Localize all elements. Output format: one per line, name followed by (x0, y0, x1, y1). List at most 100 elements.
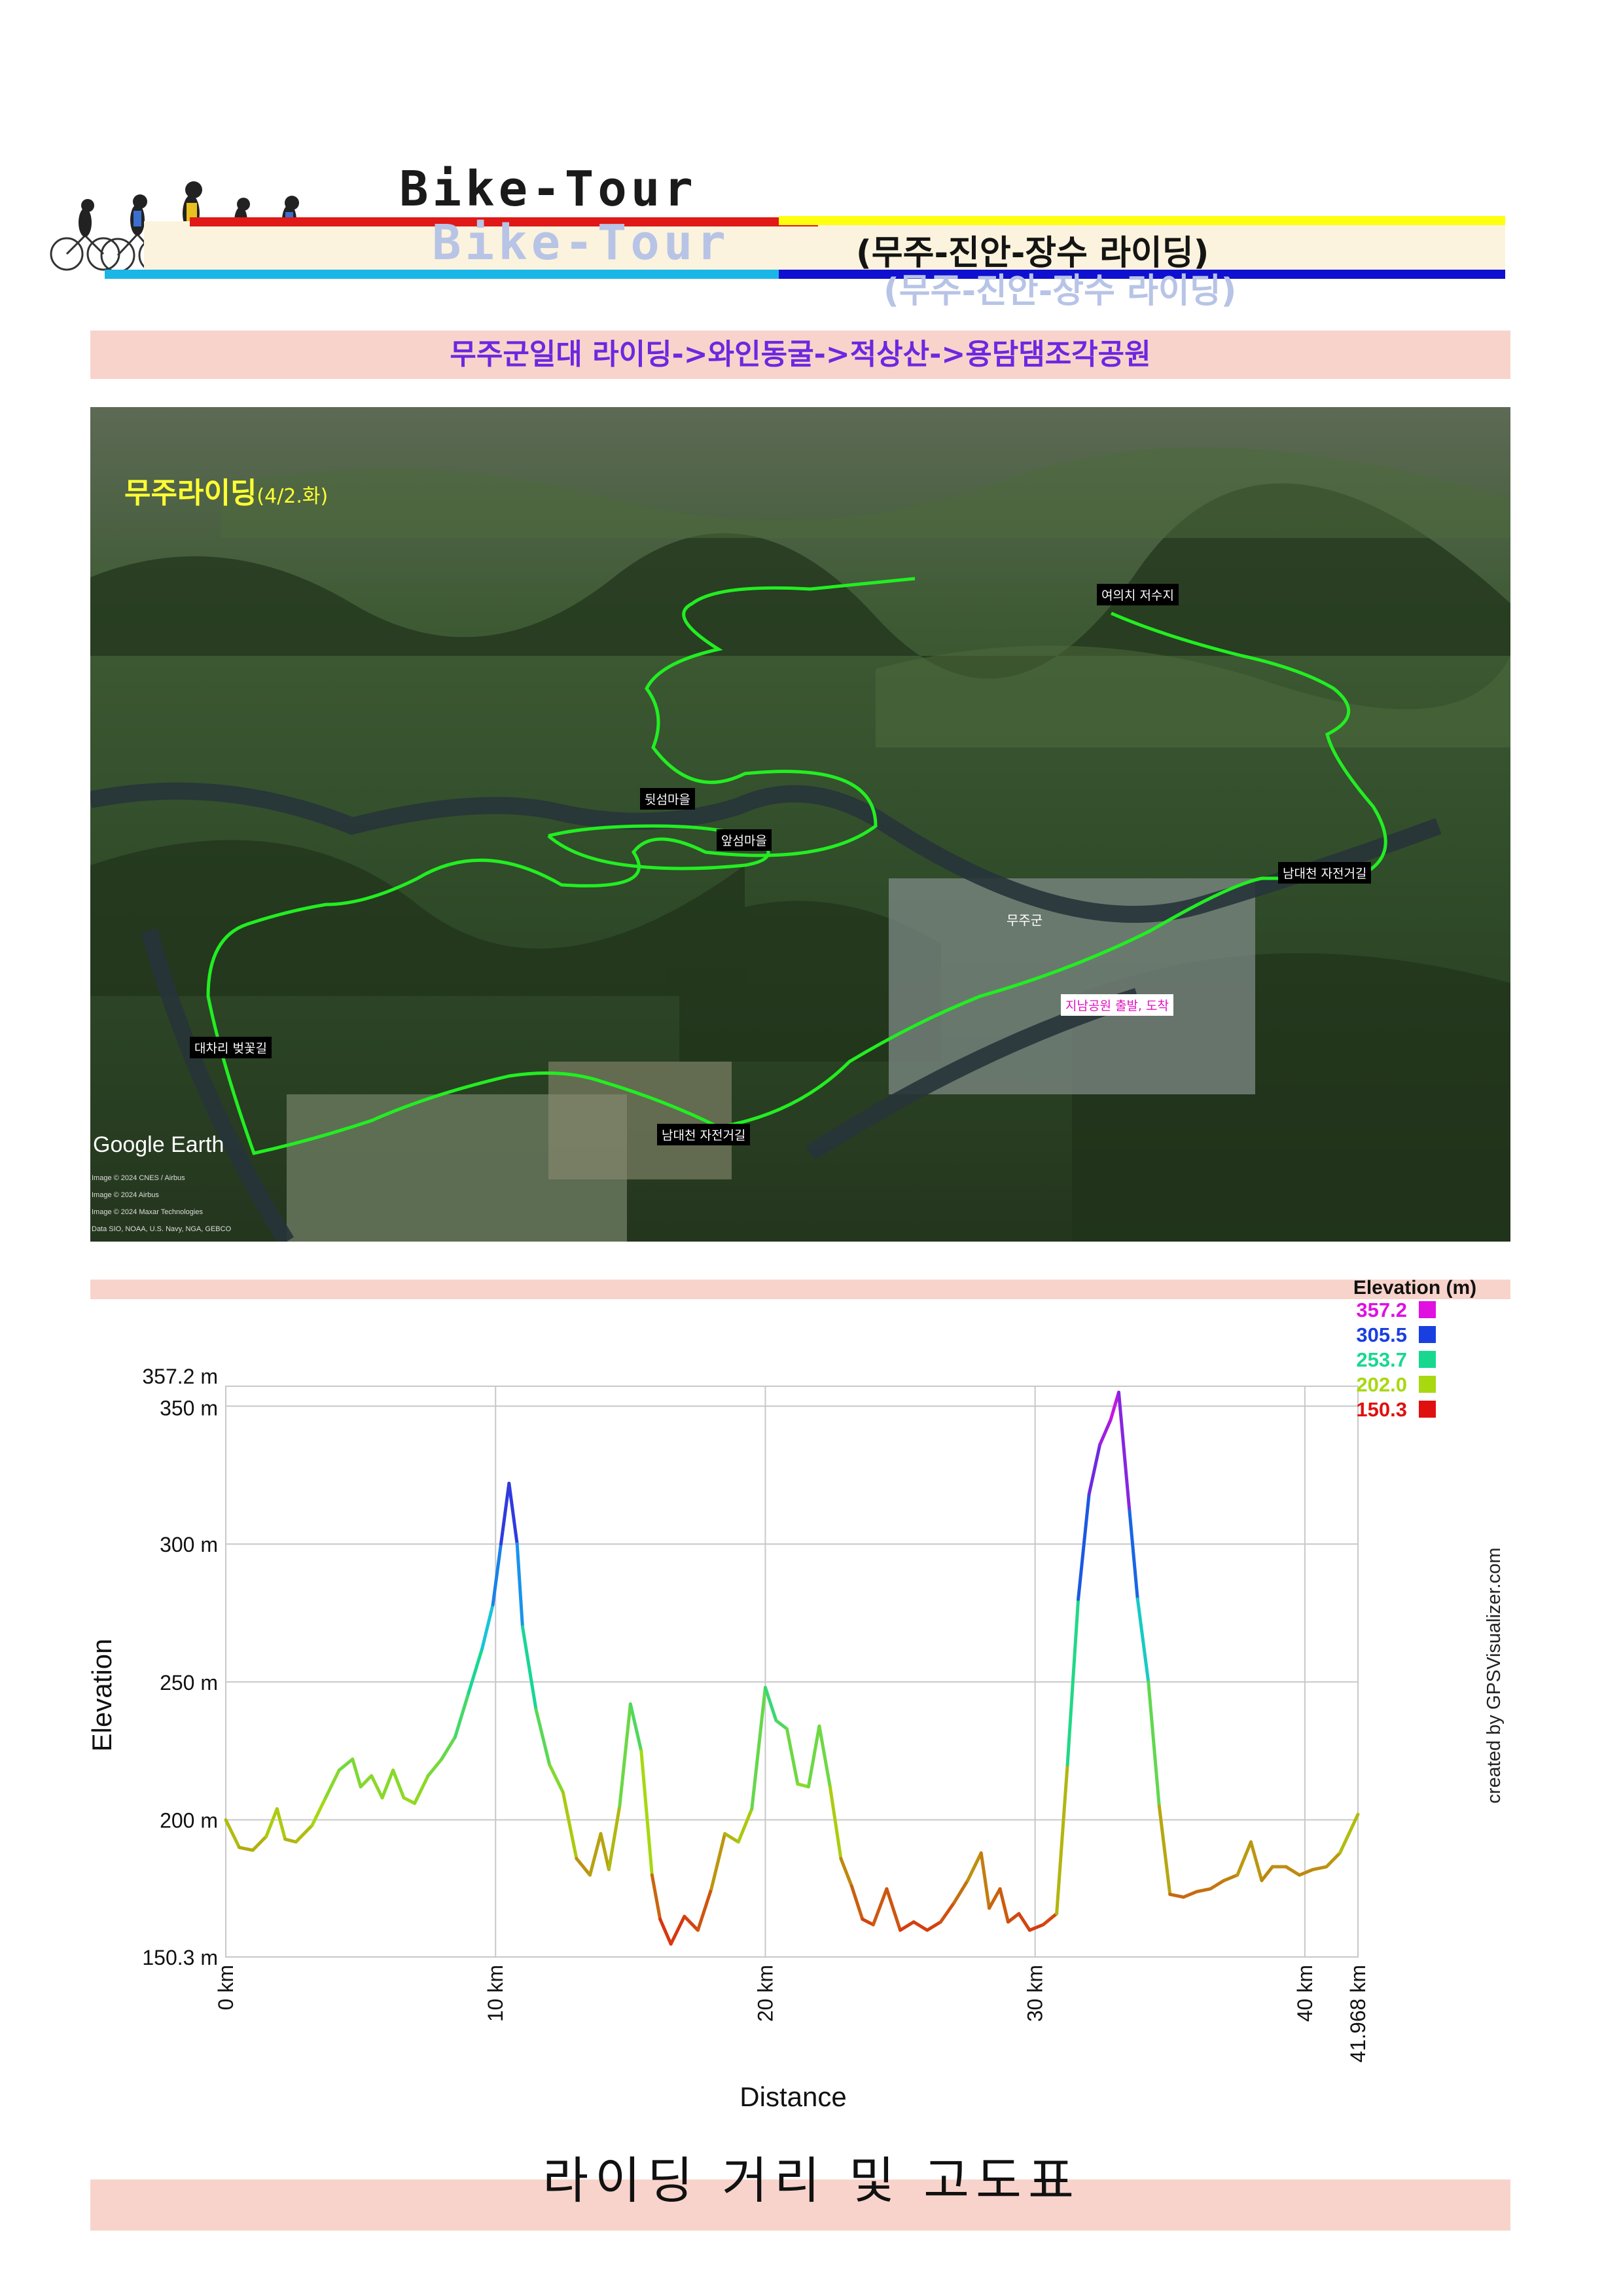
profile-segment (224, 1818, 241, 1850)
profile-segment (966, 1851, 983, 1882)
profile-segment (324, 1768, 341, 1800)
y-tick-label: 150.3 m (142, 1946, 218, 1969)
credit-2: Image © 2024 Airbus (92, 1191, 159, 1199)
profile-segment (763, 1685, 778, 1723)
y-tick-label: 300 m (160, 1533, 218, 1556)
profile-segment (1168, 1892, 1185, 1899)
route-banner: 무주군일대 라이딩->와인동굴->적상산->용담댐조각공원 (90, 331, 1510, 379)
header-title: Bike-Tour (399, 161, 697, 217)
map-title: 무주라이딩(4/2.화) (124, 469, 328, 511)
bottom-title-band (90, 2179, 1510, 2231)
profile-segment (283, 1837, 298, 1844)
profile-segment (480, 1603, 495, 1651)
profile-segment (1209, 1878, 1226, 1891)
profile-segment (938, 1901, 956, 1924)
profile-segment (817, 1724, 832, 1789)
profile-segment (380, 1768, 395, 1800)
profile-segment (1157, 1804, 1172, 1896)
credit-1: Image © 2024 CNES / Airbus (92, 1174, 185, 1182)
profile-segment (696, 1887, 713, 1932)
profile-segment (912, 1920, 929, 1932)
x-tick-label: 0 km (214, 1965, 238, 2010)
plot-area (225, 1386, 1359, 1958)
label-daechari: 대차리 벚꽃길 (190, 1037, 272, 1058)
profile-segment (998, 1887, 1010, 1924)
profile-segment (1087, 1443, 1102, 1496)
profile-segment (491, 1542, 503, 1607)
label-apseom: 앞섬마을 (717, 829, 772, 851)
profile-segment (871, 1887, 889, 1927)
legend-swatch (1419, 1376, 1436, 1393)
profile-segment (806, 1724, 821, 1789)
profile-segment (839, 1857, 853, 1888)
legend-swatch (1419, 1326, 1436, 1343)
profile-segment (1222, 1873, 1240, 1882)
profile-segment (628, 1702, 643, 1753)
map-date: (4/2.화) (257, 485, 329, 508)
legend-value: 357.2 (1356, 1299, 1407, 1321)
profile-segment (294, 1823, 314, 1844)
profile-segment (467, 1647, 484, 1695)
x-tick-label: 40 km (1293, 1965, 1317, 2022)
profile-segment (1181, 1890, 1199, 1899)
label-namdae-south: 남대천 자전거길 (657, 1124, 751, 1145)
credit-3: Image © 2024 Maxar Technologies (92, 1208, 203, 1216)
profile-segment (828, 1785, 843, 1861)
header-subtitle-shadow: (무주-진안-장수 라이딩) (883, 272, 1237, 311)
profile-segment (925, 1920, 942, 1932)
profile-segment (1027, 1923, 1045, 1932)
profile-segment (561, 1790, 579, 1861)
header-bar-blue (779, 270, 1505, 279)
y-tick-label: 350 m (160, 1396, 218, 1420)
header-bar-yellow (779, 216, 1505, 225)
profile-segment (1147, 1680, 1161, 1808)
bottom-title: 라이딩 거리 및 고도표 (543, 2151, 1080, 2210)
header-subtitle: (무주-진안-장수 라이딩) (856, 234, 1209, 273)
label-mujugun: 무주군 (1007, 912, 1043, 928)
profile-segment (1109, 1390, 1120, 1422)
profile-segment (1017, 1912, 1031, 1932)
profile-segment (440, 1735, 457, 1761)
profile-segment (1065, 1597, 1080, 1767)
profile-segment (1135, 1597, 1150, 1684)
legend-value: 150.3 (1356, 1398, 1407, 1421)
profile-segment (639, 1749, 654, 1877)
elevation-profile (224, 1390, 1360, 1946)
chart-top-band (90, 1280, 1510, 1299)
x-tick-label: 41.968 km (1346, 1965, 1370, 2062)
profile-segment (899, 1920, 916, 1932)
profile-segment (413, 1774, 430, 1805)
profile-segment (453, 1691, 471, 1739)
profile-segment (310, 1796, 328, 1827)
y-axis-label: Elevation (86, 1639, 117, 1752)
profile-segment (736, 1807, 754, 1844)
chart-ticks: 357.2 m 350 m 300 m 250 m 200 m 150.3 m0 km 10… (142, 1365, 1370, 2062)
profile-segment (861, 1917, 875, 1927)
profile-segment (1249, 1840, 1264, 1882)
profile-segment (391, 1768, 406, 1800)
profile-segment (359, 1774, 374, 1789)
profile-segment (979, 1851, 991, 1910)
label-yeouichi: 여의치 저수지 (1097, 584, 1179, 605)
profile-segment (337, 1757, 355, 1772)
label-namdae-east: 남대천 자전거길 (1278, 862, 1372, 884)
legend-value: 202.0 (1356, 1373, 1407, 1396)
profile-segment (796, 1782, 810, 1789)
header-bar-cyan (105, 270, 785, 279)
profile-segment (575, 1857, 592, 1877)
profile-segment (275, 1807, 287, 1841)
profile-segment (351, 1757, 363, 1789)
elevation-chart: 357.2 m 350 m 300 m 250 m 200 m 150.3 m0 km 10… (86, 1277, 1505, 2112)
x-tick-label: 20 km (753, 1965, 777, 2022)
gps-visualizer-watermark: created by GPSVisualizer.com (1484, 1547, 1505, 1803)
label-dwitseom: 뒷섬마을 (640, 788, 695, 810)
profile-segment (988, 1887, 1002, 1910)
label-jinam-start: 지남공원 출발, 도착 (1061, 994, 1173, 1016)
profile-segment (588, 1832, 603, 1877)
profile-segment (774, 1719, 789, 1731)
profile-segment (1325, 1851, 1342, 1869)
profile-segment (607, 1804, 622, 1871)
legend-title: Elevation (m) (1353, 1277, 1476, 1299)
profile-segment (658, 1917, 673, 1946)
